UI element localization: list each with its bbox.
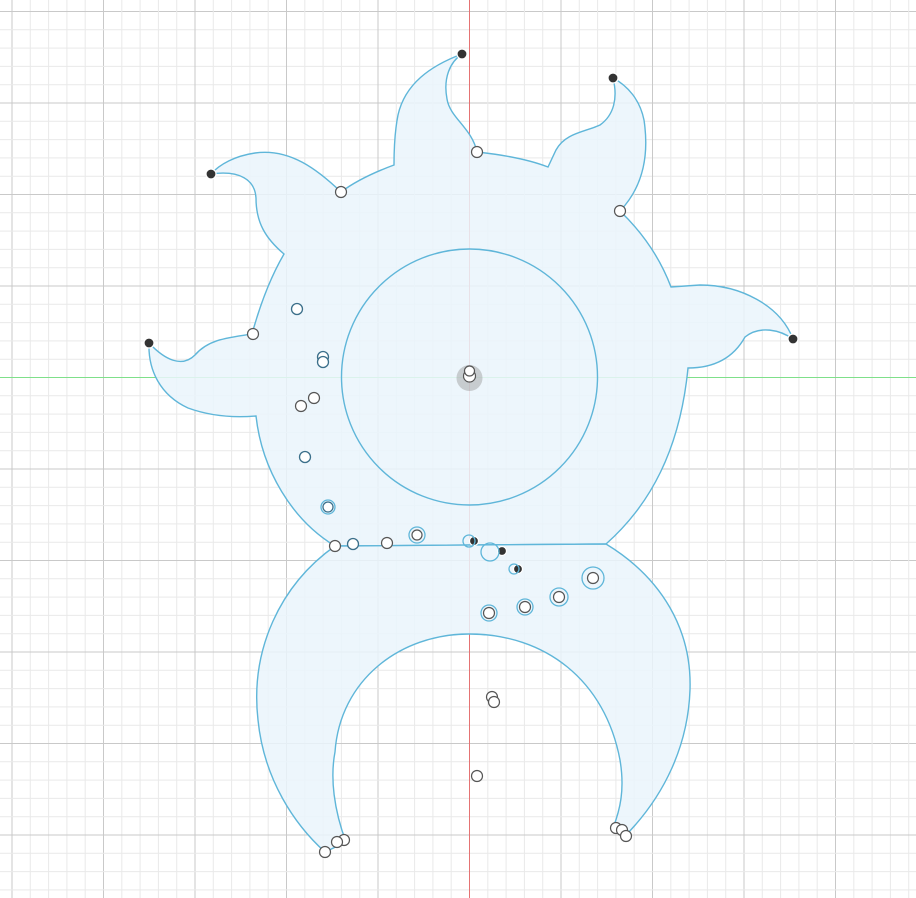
sketch-point[interactable] (246, 327, 260, 341)
sketch-point-ring[interactable] (408, 526, 426, 544)
sketch-point-ring[interactable] (480, 604, 498, 622)
sketch-point-ring[interactable] (462, 534, 476, 548)
sketch-point[interactable] (346, 537, 360, 551)
inner-circle[interactable] (340, 248, 599, 506)
sketch-point[interactable] (330, 835, 344, 849)
sketch-point[interactable] (380, 536, 394, 550)
sketch-point-ring[interactable] (320, 499, 336, 515)
sketch-point[interactable] (619, 829, 633, 843)
spline-fixed-point[interactable] (496, 545, 508, 557)
ray-tip-point-right[interactable] (787, 333, 799, 345)
spline-fixed-point[interactable] (512, 563, 524, 575)
sketch-point[interactable] (518, 600, 532, 614)
sketch-point[interactable] (613, 204, 627, 218)
sketch-point-ring[interactable] (480, 542, 500, 562)
ray-tip-point-left[interactable] (143, 337, 155, 349)
sketch-point[interactable] (586, 571, 600, 585)
sketch-point[interactable] (482, 606, 496, 620)
sketch-point[interactable] (322, 501, 334, 513)
sketch-point[interactable] (316, 355, 330, 369)
ray-tip-point-top-right[interactable] (607, 72, 619, 84)
sketch-point[interactable] (470, 145, 484, 159)
sketch-point[interactable] (552, 590, 566, 604)
sketch-point[interactable] (487, 695, 501, 709)
center-point-marker[interactable] (463, 365, 476, 377)
sketch-point-ring[interactable] (549, 587, 569, 607)
sun-body-profile[interactable] (148, 53, 795, 547)
sketch-point-ring[interactable] (581, 566, 605, 590)
ray-tip-point-top[interactable] (456, 48, 468, 60)
sketch-point[interactable] (298, 450, 312, 464)
sketch-point-ring[interactable] (516, 598, 534, 616)
sketch-point[interactable] (307, 391, 321, 405)
sketch-point-ring[interactable] (508, 563, 520, 575)
sketch-point[interactable] (290, 302, 304, 316)
sketch-point[interactable] (328, 539, 342, 553)
sketch-point[interactable] (294, 399, 308, 413)
sketch-point[interactable] (318, 845, 332, 859)
ray-tip-point-upper-left[interactable] (205, 168, 217, 180)
crescent-moon-profile[interactable] (256, 543, 691, 853)
sketch-point[interactable] (411, 529, 423, 541)
spline-fixed-point[interactable] (468, 535, 480, 547)
sketch-point[interactable] (334, 185, 348, 199)
sketch-point[interactable] (470, 769, 484, 783)
